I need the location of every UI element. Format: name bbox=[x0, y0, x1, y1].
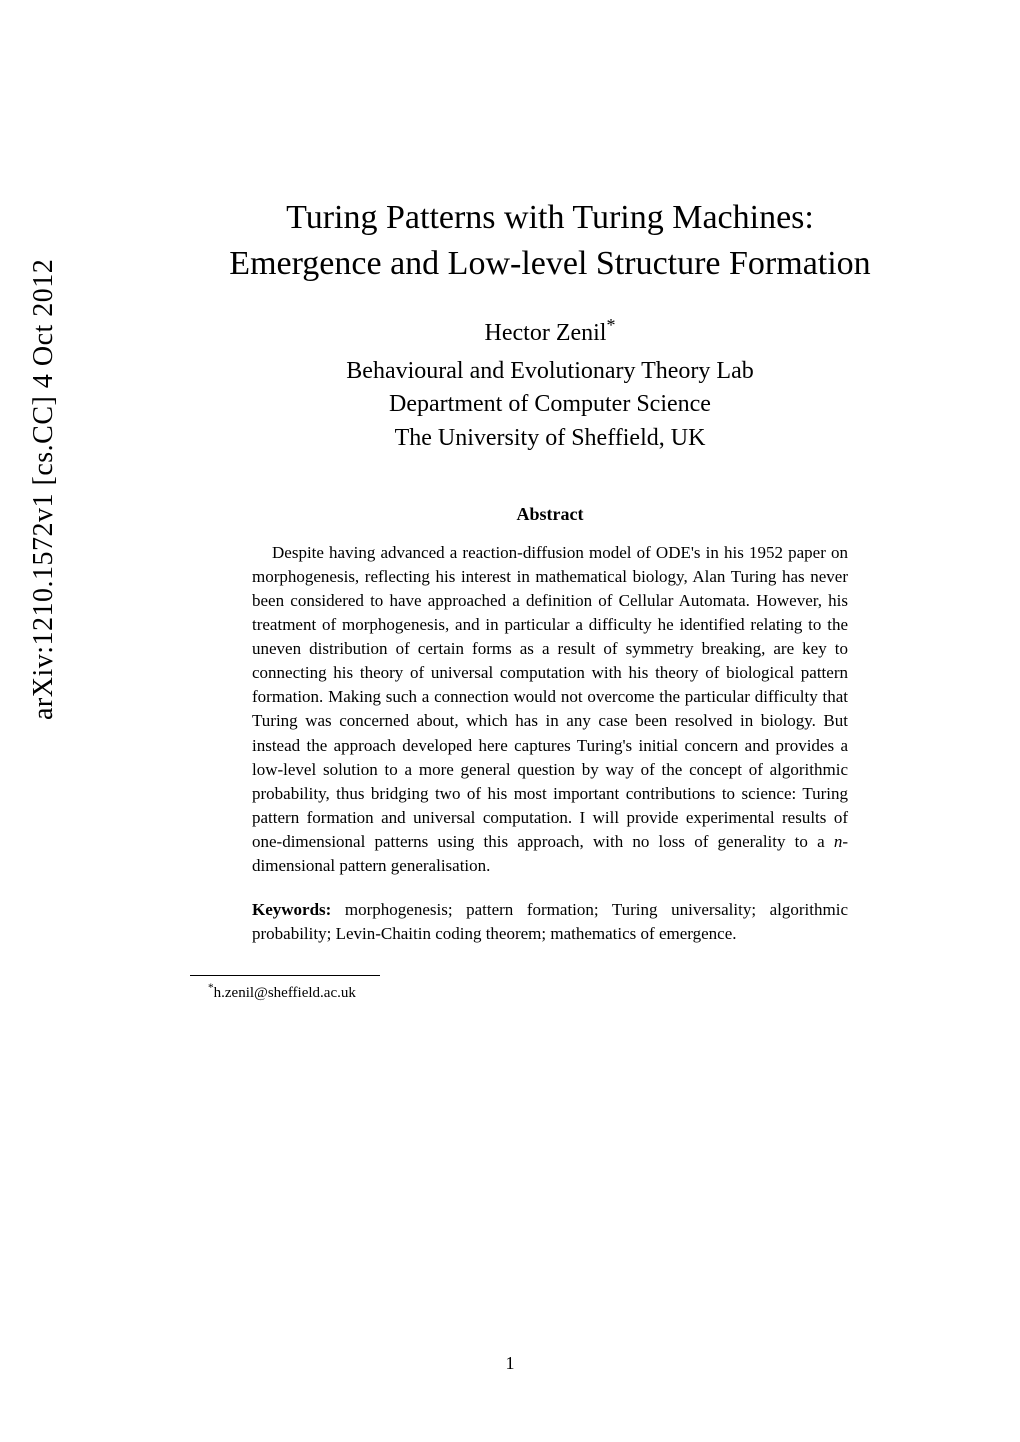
affiliation-block: Behavioural and Evolutionary Theory Lab … bbox=[190, 355, 910, 456]
keywords-label: Keywords: bbox=[252, 900, 331, 919]
title-line-1: Turing Patterns with Turing Machines: bbox=[286, 199, 814, 236]
arxiv-identifier: arXiv:1210.1572v1 [cs.CC] 4 Oct 2012 bbox=[28, 259, 60, 720]
abstract-text-a: Despite having advanced a reaction-diffu… bbox=[252, 543, 848, 852]
paper-title: Turing Patterns with Turing Machines: Em… bbox=[190, 195, 910, 287]
author-name: Hector Zenil bbox=[485, 320, 607, 346]
author-footnote-marker: * bbox=[606, 315, 615, 335]
abstract-body: Despite having advanced a reaction-diffu… bbox=[252, 541, 848, 879]
footnote-text: h.zenil@sheffield.ac.uk bbox=[214, 985, 356, 1001]
page-number: 1 bbox=[0, 1353, 1020, 1374]
paper-content: Turing Patterns with Turing Machines: Em… bbox=[190, 195, 910, 1002]
footnote: *h.zenil@sheffield.ac.uk bbox=[208, 982, 910, 1002]
abstract-heading: Abstract bbox=[190, 504, 910, 525]
keywords-block: Keywords: morphogenesis; pattern formati… bbox=[252, 898, 848, 946]
affiliation-line-3: The University of Sheffield, UK bbox=[395, 425, 706, 451]
author-line: Hector Zenil* bbox=[190, 315, 910, 347]
keywords-text: morphogenesis; pattern formation; Turing… bbox=[252, 900, 848, 943]
footnote-rule bbox=[190, 975, 380, 976]
affiliation-line-1: Behavioural and Evolutionary Theory Lab bbox=[346, 358, 753, 384]
affiliation-line-2: Department of Computer Science bbox=[389, 391, 711, 417]
title-line-2: Emergence and Low-level Structure Format… bbox=[229, 245, 870, 282]
